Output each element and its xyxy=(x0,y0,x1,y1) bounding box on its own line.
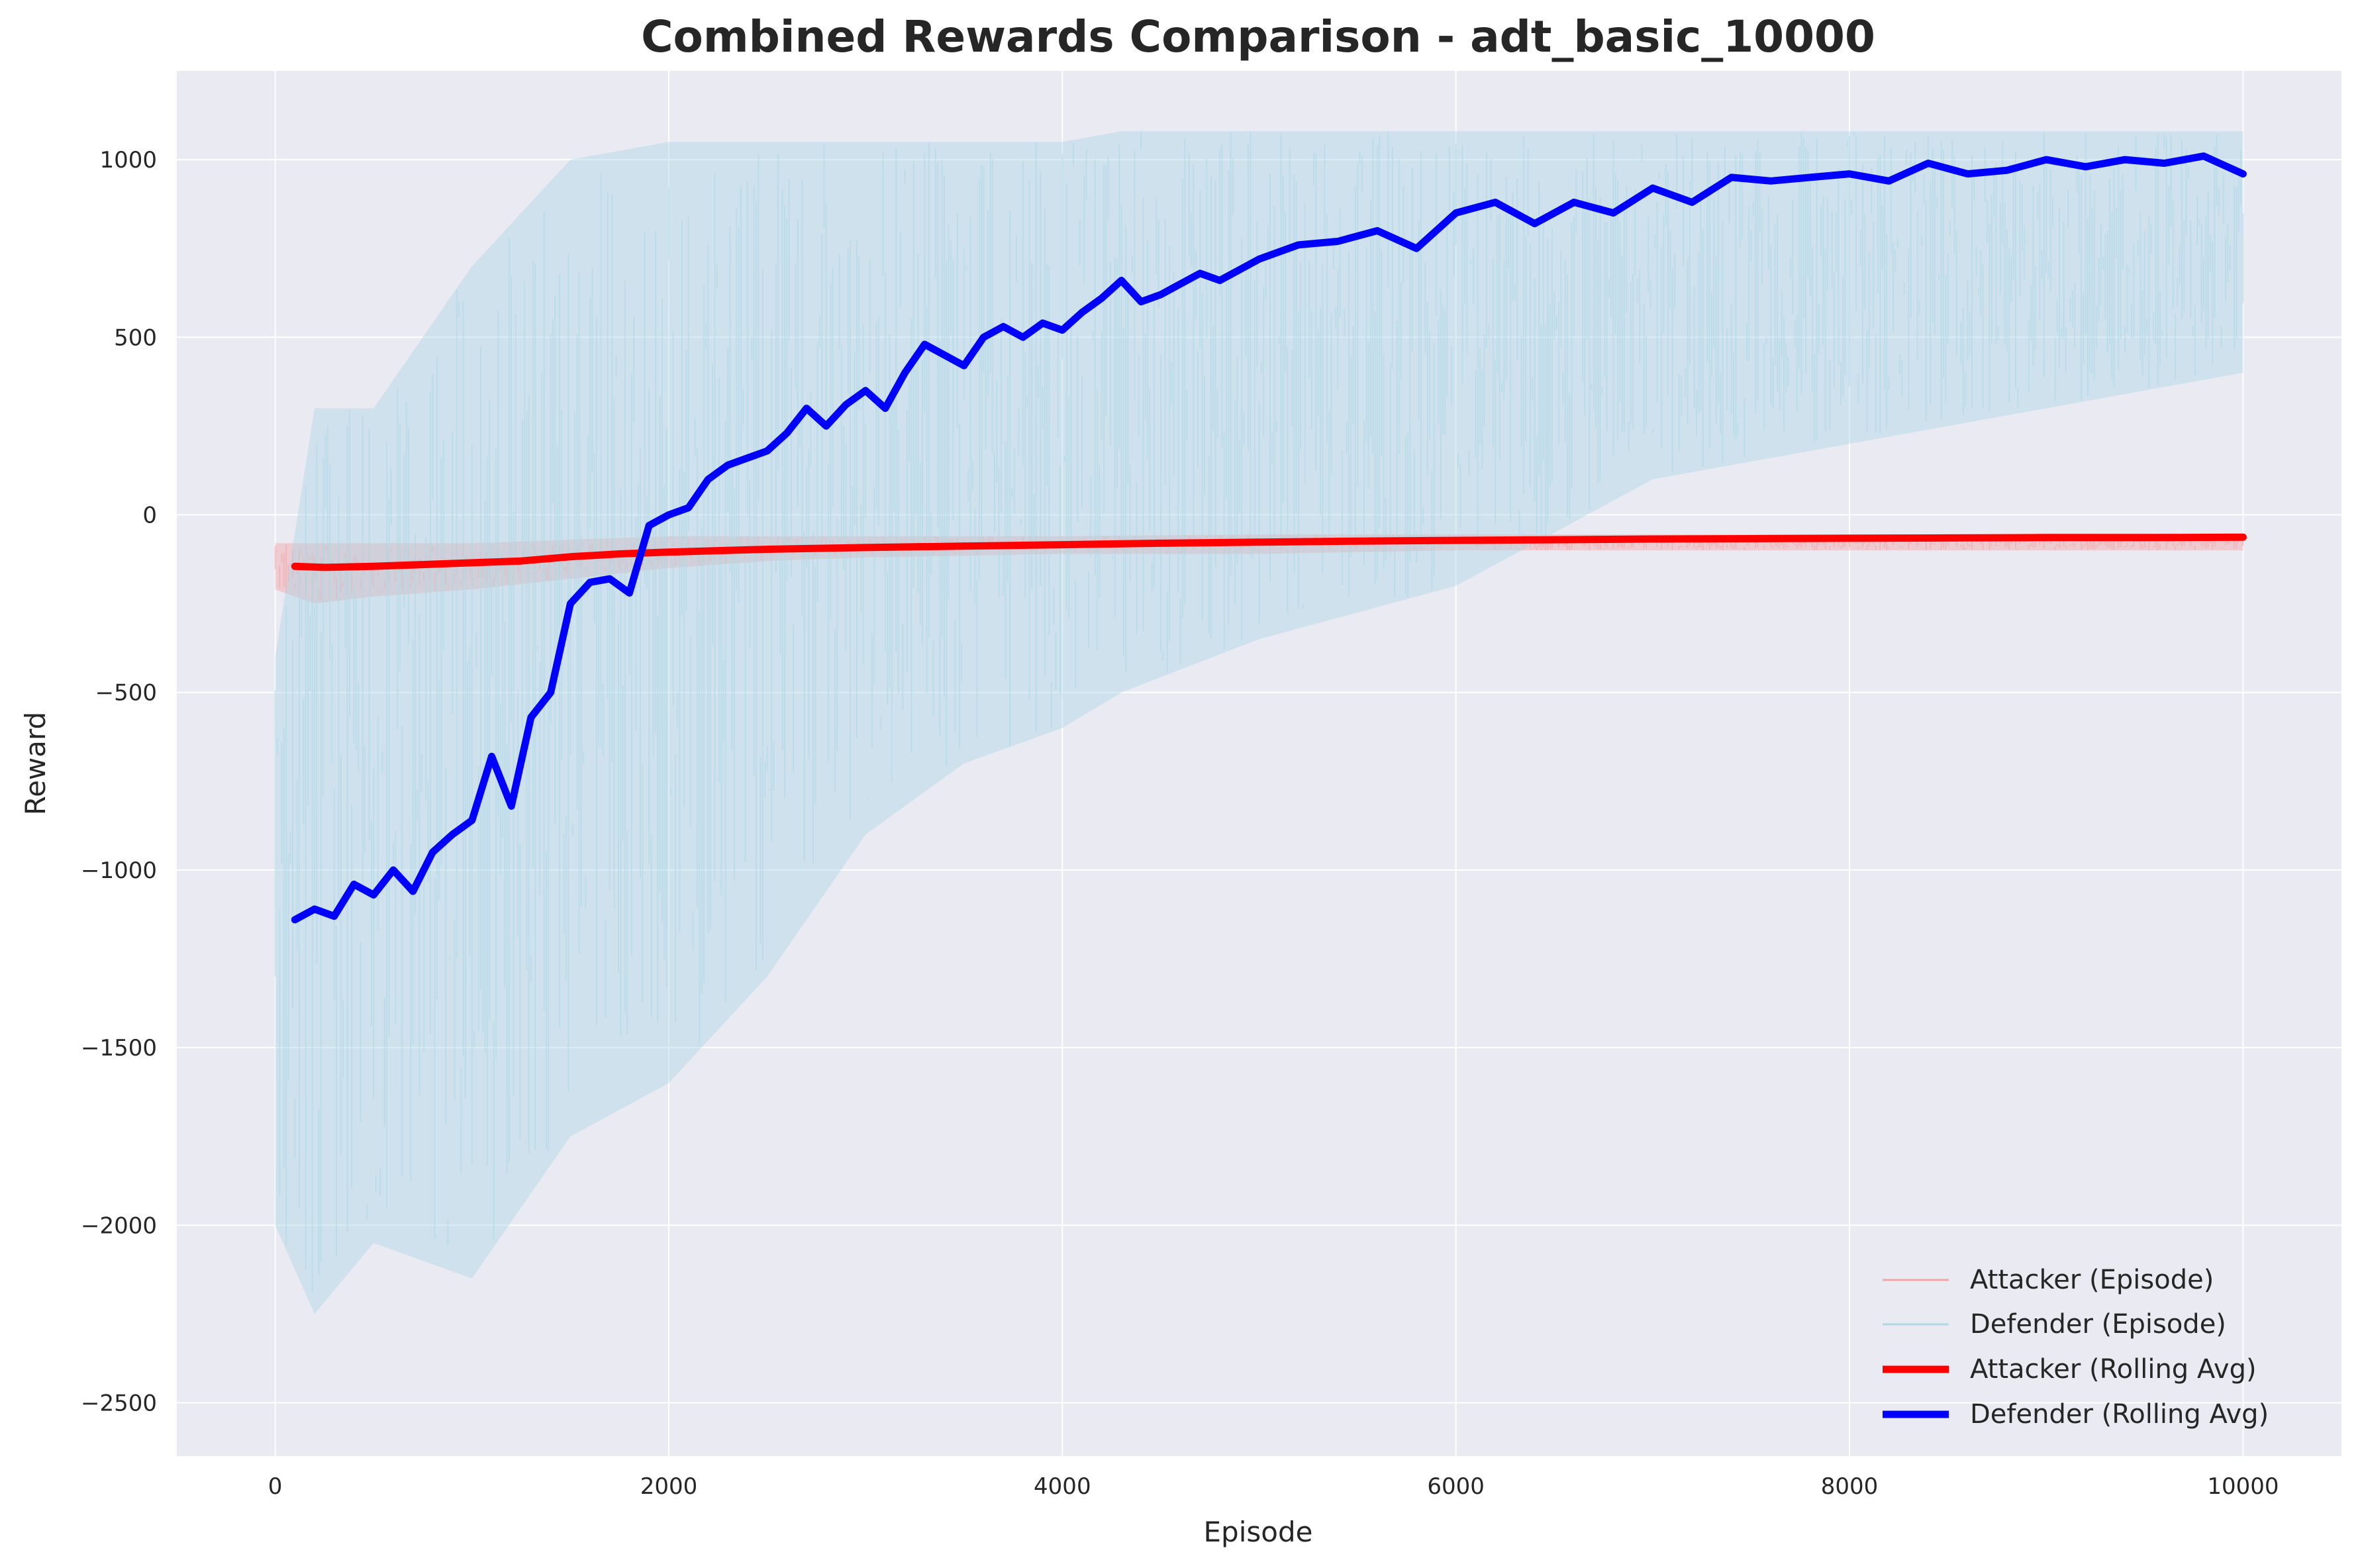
x-tick-label: 0 xyxy=(268,1473,283,1500)
legend: Attacker (Episode) Defender (Episode) At… xyxy=(1883,1265,2269,1430)
y-tick-label: −1500 xyxy=(81,1035,157,1061)
y-tick-label: −1000 xyxy=(81,858,157,884)
legend-label-defender-episode: Defender (Episode) xyxy=(1970,1309,2226,1340)
legend-label-defender-rolling: Defender (Rolling Avg) xyxy=(1970,1399,2269,1430)
defender-episode-band xyxy=(275,131,2243,1314)
x-tick-label: 4000 xyxy=(1034,1473,1091,1500)
legend-label-attacker-rolling: Attacker (Rolling Avg) xyxy=(1970,1354,2257,1385)
y-tick-label: 1000 xyxy=(99,147,157,173)
legend-label-attacker-episode: Attacker (Episode) xyxy=(1970,1265,2214,1295)
y-tick-label: 0 xyxy=(142,503,157,529)
x-axis-label: Episode xyxy=(1204,1516,1313,1548)
y-tick-label: −2500 xyxy=(81,1391,157,1417)
x-tick-label: 10000 xyxy=(2207,1473,2279,1500)
x-tick-label: 8000 xyxy=(1821,1473,1879,1500)
rolling-lines xyxy=(291,152,2247,924)
x-tick-label: 6000 xyxy=(1427,1473,1485,1500)
attacker-rolling-avg-line xyxy=(291,533,2247,571)
y-tick-label: −500 xyxy=(95,680,157,707)
y-tick-label: 500 xyxy=(114,324,157,351)
x-tick-label: 2000 xyxy=(640,1473,698,1500)
tick-labels: 0 2000 4000 6000 8000 10000−2500−2000−1500−10… xyxy=(81,147,2279,1500)
y-tick-label: −2000 xyxy=(81,1212,157,1239)
chart-title: Combined Rewards Comparison - adt_basic_… xyxy=(641,11,1875,62)
y-axis-label: Reward xyxy=(19,712,52,815)
defender-rolling-avg-line xyxy=(291,152,2247,924)
